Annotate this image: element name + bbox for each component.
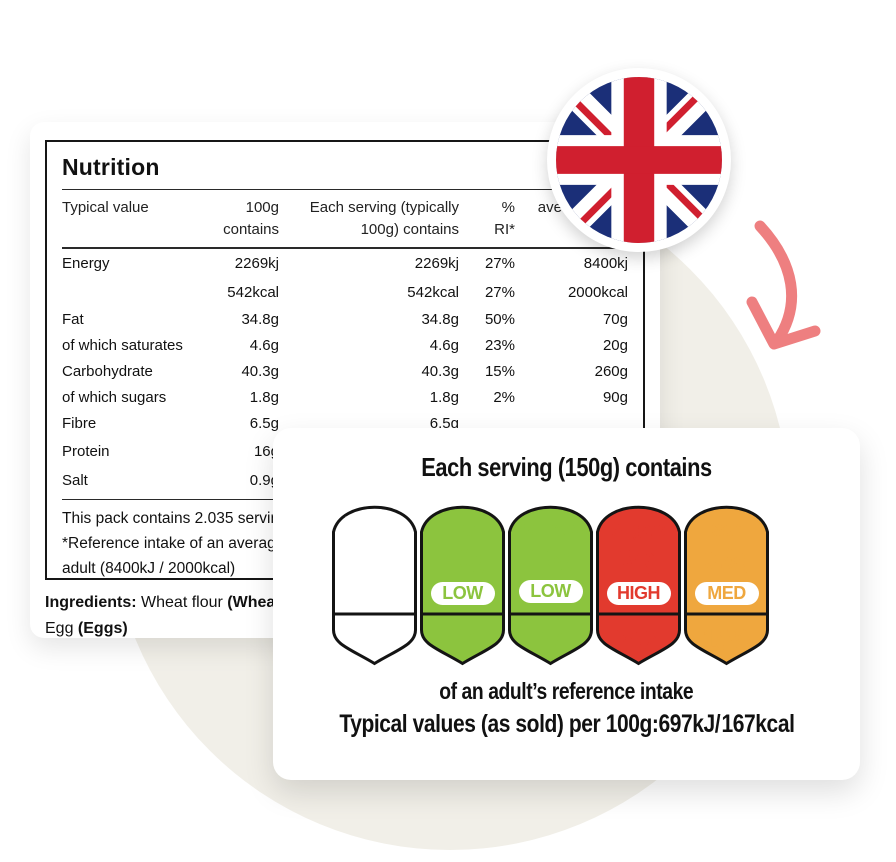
table-row: of which sugars 1.8g 1.8g 2% 90g (62, 389, 628, 406)
percent-value: 15% (702, 623, 751, 656)
tl-segment-salt: Salt 0.9g MED 15% (681, 492, 772, 670)
traffic-light-card: Each serving (150g) contains Energy 1046… (273, 428, 860, 780)
header-each-serving: Each serving (typically 100g) contains (309, 199, 459, 238)
table-row: Salt 0.9g (62, 472, 279, 489)
tl-segment-fat: Fat 3.0g LOW 4% (417, 492, 508, 670)
typical-values-text: Typical values (as sold) per 100g:697kJ/… (338, 710, 795, 738)
footnotes: This pack contains 2.035 servings *Refer… (62, 506, 628, 578)
uk-flag-icon (547, 68, 731, 252)
percent-value: 13% (352, 624, 397, 655)
percent-value: 38% (614, 623, 663, 656)
footnote-line: This pack contains 2.035 servings (62, 510, 296, 527)
traffic-light-title: Each serving (150g) contains (421, 452, 712, 482)
reference-intake-text: of an adult’s reference intake (439, 678, 694, 704)
table-row: Carbohydrate 40.3g 40.3g 15% 260g (62, 363, 628, 380)
traffic-light-panel: Energy 1046kJ 250kcal 13% Fat 3.0g LOW 4… (329, 492, 772, 670)
table-row: of which saturates 4.6g 4.6g 23% 20g (62, 337, 628, 354)
header-percent-ri: % RI* (494, 199, 515, 238)
title-divider (62, 189, 628, 190)
tl-segment-saturates: Saturates 1.3g LOW 7% (505, 492, 596, 670)
footnote-line: adult (8400kJ / 2000kcal) (62, 560, 236, 577)
rating-badge: LOW (430, 582, 495, 605)
table-row: Energy 2269kj 2269kj 27% 8400kj (62, 255, 628, 272)
rating-badge: HIGH (606, 582, 671, 605)
union-jack-icon (556, 77, 722, 243)
rating-badge: LOW (518, 580, 583, 603)
banner-shape-icon (332, 505, 417, 666)
nutrition-title: Nutrition (62, 154, 160, 180)
footnote-line: *Reference intake of an average (62, 535, 285, 552)
percent-value: 4% (445, 623, 480, 656)
header-divider (62, 247, 628, 249)
percent-value: 7% (533, 623, 568, 656)
table-row: 542kcal 542kcal 27% 2000kcal (227, 284, 628, 301)
table-row: Protein 16g (62, 443, 279, 460)
table-row: Fibre 6.5g 6.5g (62, 415, 459, 432)
header-100g-contains: 100g contains (223, 199, 279, 238)
table-row: Fat 34.8g 34.8g 50% 70g (62, 311, 628, 328)
ingredients-text: Ingredients: Wheat flour (Wheat Egg (Egg… (45, 594, 281, 637)
header-typical-value: Typical value (62, 199, 149, 216)
table-header: Typical value 100g contains Each serving … (62, 197, 628, 241)
rating-badge: MED (694, 582, 759, 605)
tl-segment-energy: Energy 1046kJ 250kcal 13% (329, 492, 420, 670)
tl-segment-sugars: Sugars 34g HIGH 38% (593, 492, 684, 670)
